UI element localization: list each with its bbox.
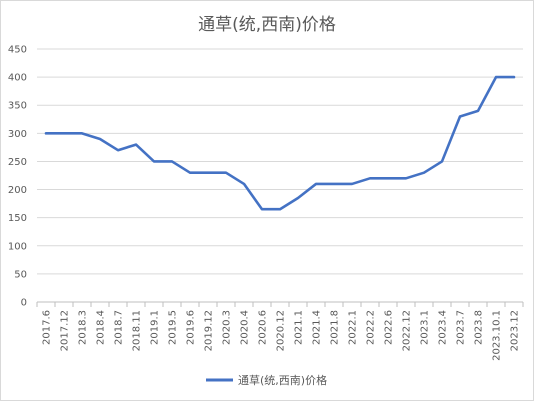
x-tick-labels: 2017.6 2017.12 2018.3 2018.4 2018.7 2018.11 20… bbox=[42, 310, 521, 361]
x-tick-label: 2023.1 bbox=[420, 310, 431, 345]
x-tick-label: 2018.4 bbox=[96, 310, 107, 345]
x-tick-label: 2019.1 bbox=[150, 310, 161, 345]
gridlines bbox=[37, 48, 523, 275]
y-tick-label: 350 bbox=[8, 101, 27, 112]
x-tick-label: 2019.5 bbox=[168, 310, 179, 345]
x-tick-label: 2017.12 bbox=[60, 310, 71, 351]
y-tick-label: 50 bbox=[14, 269, 27, 280]
x-tick-label: 2023.7 bbox=[456, 310, 467, 345]
x-tick-label: 2019.12 bbox=[204, 310, 215, 351]
x-tick-label: 2020.12 bbox=[276, 310, 287, 351]
y-tick-label: 300 bbox=[8, 129, 27, 140]
x-tick-label: 2023.12 bbox=[510, 310, 521, 351]
x-tick-label: 2021.1 bbox=[294, 310, 305, 345]
y-tick-label: 250 bbox=[8, 157, 27, 168]
x-tick-label: 2021.8 bbox=[330, 310, 341, 345]
chart-title: 通草(统,西南)价格 bbox=[198, 15, 336, 35]
x-tick-label: 2023.4 bbox=[438, 310, 449, 345]
x-tick-label: 2023.8 bbox=[474, 310, 485, 345]
x-tick-label: 2022.6 bbox=[384, 310, 395, 345]
x-tick-label: 2022.2 bbox=[366, 310, 377, 345]
series-line-0 bbox=[44, 75, 516, 211]
y-tick-label: 100 bbox=[8, 241, 27, 252]
series-lines bbox=[44, 75, 516, 211]
legend: 通草(统,西南)价格 bbox=[206, 373, 327, 387]
y-tick-label: 200 bbox=[8, 185, 27, 196]
y-tick-label: 400 bbox=[8, 73, 27, 84]
x-tick-label: 2022.1 bbox=[348, 310, 359, 345]
y-tick-label: 150 bbox=[8, 213, 27, 224]
x-tick-label: 2020.4 bbox=[240, 310, 251, 345]
x-tick-label: 2023.10.1 bbox=[492, 310, 503, 361]
x-tick-label: 2018.11 bbox=[132, 310, 143, 351]
x-tick-label: 2018.7 bbox=[114, 310, 125, 345]
y-tick-label: 0 bbox=[21, 298, 27, 309]
x-tick-label: 2017.6 bbox=[42, 310, 53, 345]
x-tick-label: 2021.4 bbox=[312, 310, 323, 345]
legend-label: 通草(统,西南)价格 bbox=[238, 373, 327, 387]
y-tick-label: 450 bbox=[8, 45, 27, 56]
x-tick-label: 2020.3 bbox=[222, 310, 233, 345]
x-tick-label: 2019.6 bbox=[186, 310, 197, 345]
y-tick-labels: 0 50 100 150 200 250 300 350 400 450 bbox=[8, 45, 27, 309]
x-tick-label: 2018.3 bbox=[78, 310, 89, 345]
axes bbox=[36, 301, 524, 307]
x-tick-label: 2020.6 bbox=[258, 310, 269, 345]
x-tick-label: 2022.12 bbox=[402, 310, 413, 351]
